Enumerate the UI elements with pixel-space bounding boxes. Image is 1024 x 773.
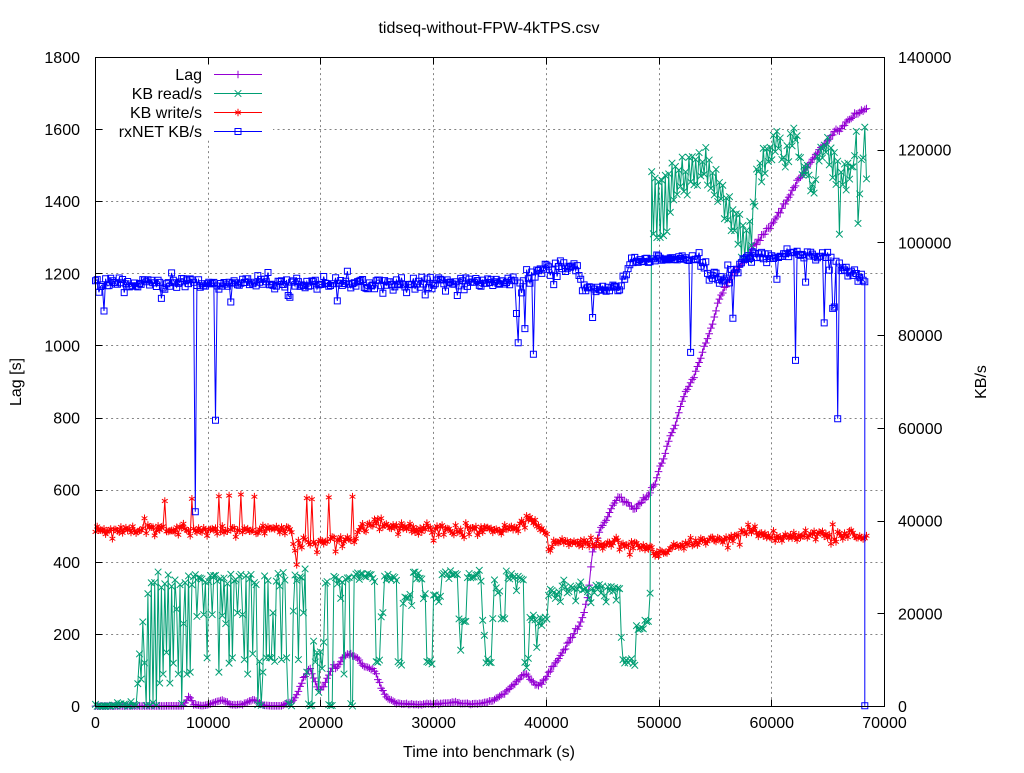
svg-text:Time into benchmark (s): Time into benchmark (s): [403, 744, 575, 761]
svg-text:800: 800: [53, 411, 80, 428]
svg-text:1800: 1800: [44, 50, 80, 67]
svg-text:rxNET KB/s: rxNET KB/s: [119, 124, 202, 141]
svg-text:0: 0: [898, 699, 907, 716]
svg-text:1600: 1600: [44, 122, 80, 139]
svg-text:30000: 30000: [411, 715, 456, 732]
svg-text:600: 600: [53, 483, 80, 500]
svg-text:40000: 40000: [898, 514, 943, 531]
svg-text:140000: 140000: [898, 50, 951, 67]
svg-text:400: 400: [53, 555, 80, 572]
svg-text:0: 0: [91, 715, 100, 732]
svg-text:60000: 60000: [898, 421, 943, 438]
svg-text:1200: 1200: [44, 266, 80, 283]
svg-text:200: 200: [53, 627, 80, 644]
svg-text:120000: 120000: [898, 143, 951, 160]
svg-text:KB write/s: KB write/s: [130, 105, 202, 122]
svg-text:20000: 20000: [898, 606, 943, 623]
svg-text:70000: 70000: [862, 715, 907, 732]
svg-text:80000: 80000: [898, 328, 943, 345]
svg-text:KB/s: KB/s: [973, 365, 990, 399]
svg-text:100000: 100000: [898, 235, 951, 252]
svg-text:60000: 60000: [750, 715, 795, 732]
svg-text:1000: 1000: [44, 338, 80, 355]
svg-text:10000: 10000: [186, 715, 231, 732]
svg-text:0: 0: [71, 699, 80, 716]
svg-text:Lag [s]: Lag [s]: [8, 358, 25, 406]
svg-text:50000: 50000: [637, 715, 682, 732]
svg-text:1400: 1400: [44, 194, 80, 211]
svg-text:Lag: Lag: [175, 67, 202, 84]
svg-text:20000: 20000: [299, 715, 344, 732]
svg-text:KB read/s: KB read/s: [132, 86, 202, 103]
svg-text:40000: 40000: [524, 715, 569, 732]
svg-text:tidseq-without-FPW-4kTPS.csv: tidseq-without-FPW-4kTPS.csv: [378, 20, 599, 37]
